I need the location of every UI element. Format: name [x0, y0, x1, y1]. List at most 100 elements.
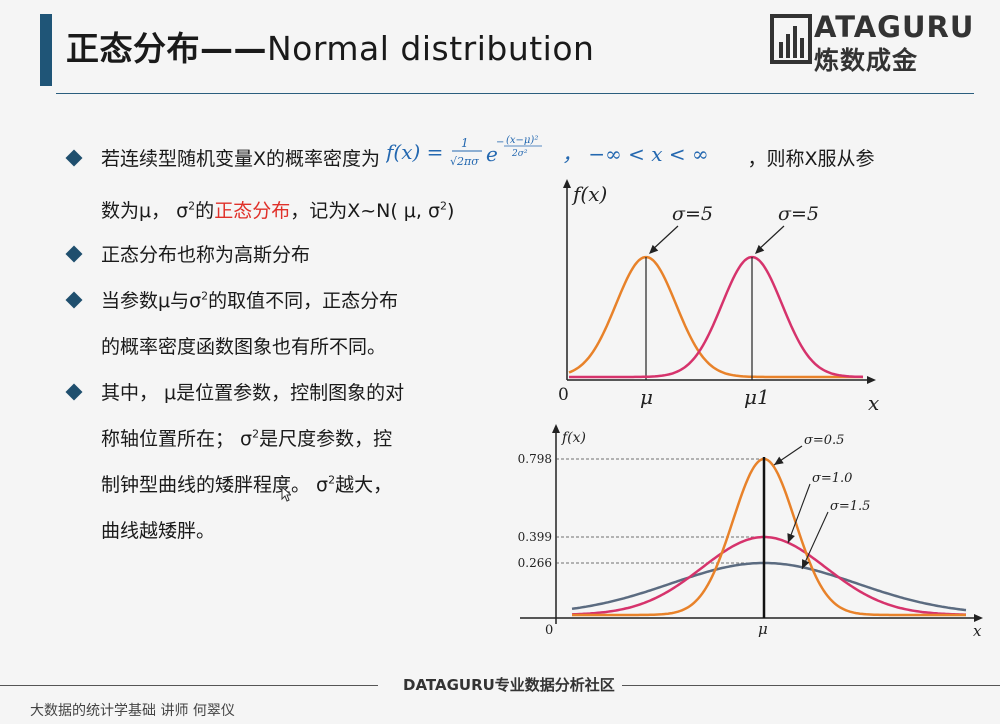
density-formula-svg: f(x) = 1 √2πσ e − (x−μ)² 2σ² ， −∞ < x < …	[384, 135, 709, 168]
x-axis-label: x	[868, 391, 879, 415]
bullet-1-l2-end: )	[447, 200, 455, 222]
density-curve	[571, 535, 966, 616]
sigma-pointer	[650, 225, 679, 252]
density-curve	[571, 561, 967, 612]
page-title: 正态分布——Normal distribution	[66, 22, 594, 70]
title-dash: ——	[200, 29, 267, 68]
chart1-axes	[563, 179, 876, 384]
sigma-label: σ=5	[672, 203, 713, 225]
bullet-3-l1-pre: 当参数μ与σ	[101, 290, 202, 312]
bullet-4-l2-post: 是尺度参数，控	[259, 428, 393, 450]
sup-2d: 2	[252, 427, 260, 441]
chart2-axes	[520, 424, 983, 624]
svg-text:√2πσ: √2πσ	[450, 155, 479, 168]
bullet-1-line-1: 若连续型随机变量X的概率密度为 f(x) = 1 √2πσ e − (x−μ)²…	[101, 135, 875, 175]
bullet-4-line-4: 曲线越矮胖。	[101, 520, 216, 542]
bullet-4-line-2: 称轴位置所在； σ2是尺度参数，控	[101, 424, 392, 451]
bullet-1-text-pre: 若连续型随机变量X的概率密度为	[101, 148, 381, 170]
y-axis-label: f(x)	[571, 182, 607, 206]
sigma-label: σ=5	[778, 203, 819, 225]
bullet-4-l3-pre: 制钟型曲线的矮胖程度。 σ	[101, 474, 329, 496]
density-curve	[572, 457, 966, 617]
bullet-1-l2-pre: 数为μ， σ	[101, 200, 189, 222]
chart1-curves	[568, 255, 864, 380]
sup-2c: 2	[201, 289, 209, 303]
mu1-tick-label: μ1	[744, 385, 770, 409]
bullet-3-line-1: 当参数μ与σ2的取值不同，正态分布	[101, 286, 398, 313]
density-curve	[568, 255, 863, 379]
sigma-pointer-head	[802, 559, 810, 569]
bullet-4-line-1: 其中， μ是位置参数，控制图象的对	[101, 382, 405, 404]
bullet-3-line-2: 的概率密度函数图象也有所不同。	[101, 336, 387, 358]
svg-text:， −∞ < x < ∞: ， −∞ < x < ∞	[562, 142, 709, 166]
bullet-1-l2-post: ，记为X~N( μ, σ	[290, 200, 441, 222]
y-axis-label: f(x)	[561, 430, 586, 446]
svg-text:−: −	[496, 137, 504, 148]
sup-2e: 2	[328, 473, 336, 487]
y-tick-label: 0.266	[518, 556, 552, 570]
logo-text-en: ATAGURU	[814, 10, 975, 44]
sigma-pointer	[787, 483, 811, 544]
dataguru-logo: ATAGURU 炼数成金	[770, 10, 980, 75]
y-axis-arrow	[552, 424, 560, 433]
title-accent-bar	[40, 14, 52, 86]
title-divider	[56, 93, 974, 94]
sigma-label: σ=1.5	[830, 499, 870, 514]
bullet-4-line-3: 制钟型曲线的矮胖程度。 σ2越大，	[101, 470, 392, 497]
chart-same-mu-different-sigma: f(x) x 0 μ 0.266 0.399 0.798 σ=0.5 σ=1.0 σ=1.5	[518, 424, 983, 640]
bullet-diamond-icon	[65, 383, 83, 401]
mu-tick-label: μ	[640, 385, 653, 409]
sigma-label: σ=0.5	[804, 433, 844, 448]
bullet-4-l2-pre: 称轴位置所在； σ	[101, 428, 253, 450]
sigma-pointer-head	[787, 533, 795, 543]
bullet-1-line-2: 数为μ， σ2的正态分布，记为X~N( μ, σ2)	[101, 196, 454, 223]
title-cn: 正态分布	[66, 29, 200, 68]
bullet-3-l1-post: 的取值不同，正态分布	[208, 290, 399, 312]
mu-tick-label: μ	[758, 620, 768, 638]
footer-course-info: 大数据的统计学基础 讲师 何翠仪	[30, 703, 235, 719]
normal-distribution-highlight: 正态分布	[214, 200, 291, 222]
footer-site-name: DATAGURU专业数据分析社区	[403, 676, 615, 694]
bullet-diamond-icon	[65, 291, 83, 309]
origin-label: 0	[545, 623, 553, 638]
svg-text:f(x) =: f(x) =	[386, 140, 443, 164]
footer-line-right	[622, 685, 1000, 686]
bullet-diamond-icon	[65, 245, 83, 263]
logo-bars-icon	[770, 14, 812, 64]
svg-text:2σ²: 2σ²	[511, 149, 528, 159]
sup-2b: 2	[440, 199, 448, 213]
x-axis-arrow	[867, 376, 876, 384]
density-formula: f(x) = 1 √2πσ e − (x−μ)² 2σ² ， −∞ < x < …	[380, 135, 747, 170]
bullet-diamond-icon	[65, 149, 83, 167]
chart2-labels: f(x) x 0 μ 0.266 0.399 0.798 σ=0.5 σ=1.0 σ=1.5	[518, 430, 982, 640]
svg-text:e: e	[486, 142, 498, 166]
logo-text-cn: 炼数成金	[814, 46, 919, 75]
y-tick-label: 0.798	[518, 452, 552, 466]
bullet-4-l3-post: 越大，	[335, 474, 393, 496]
sigma-label: σ=1.0	[812, 471, 852, 486]
sigma-pointer	[756, 225, 785, 252]
sigma-pointer-head	[774, 456, 784, 465]
svg-text:(x−μ)²: (x−μ)²	[506, 135, 538, 146]
density-curve	[569, 255, 864, 379]
svg-text:1: 1	[461, 136, 469, 150]
sigma-pointer	[801, 511, 829, 570]
x-axis-label: x	[973, 622, 982, 640]
chart1-labels: f(x) x 0 σ=5 σ=5 μ μ1	[558, 182, 879, 415]
mouse-cursor-icon	[281, 486, 291, 502]
y-tick-label: 0.399	[518, 530, 552, 544]
title-en: Normal distribution	[267, 29, 595, 68]
bullet-2: 正态分布也称为高斯分布	[101, 244, 311, 266]
sigma-pointer-head	[649, 244, 659, 254]
bullet-1-text-post: ，则称X服从参	[747, 148, 875, 170]
origin-label: 0	[558, 385, 569, 405]
sup-2: 2	[188, 199, 196, 213]
chart-same-sigma-different-mu: f(x) x 0 σ=5 σ=5 μ μ1	[558, 179, 879, 415]
y-axis-arrow	[563, 179, 571, 188]
bullet-1-l2-mid: 的	[195, 200, 215, 222]
footer-line-left	[0, 685, 378, 686]
sigma-pointer-head	[755, 244, 765, 254]
chart2-curves	[571, 457, 967, 618]
x-axis-arrow	[974, 614, 983, 622]
